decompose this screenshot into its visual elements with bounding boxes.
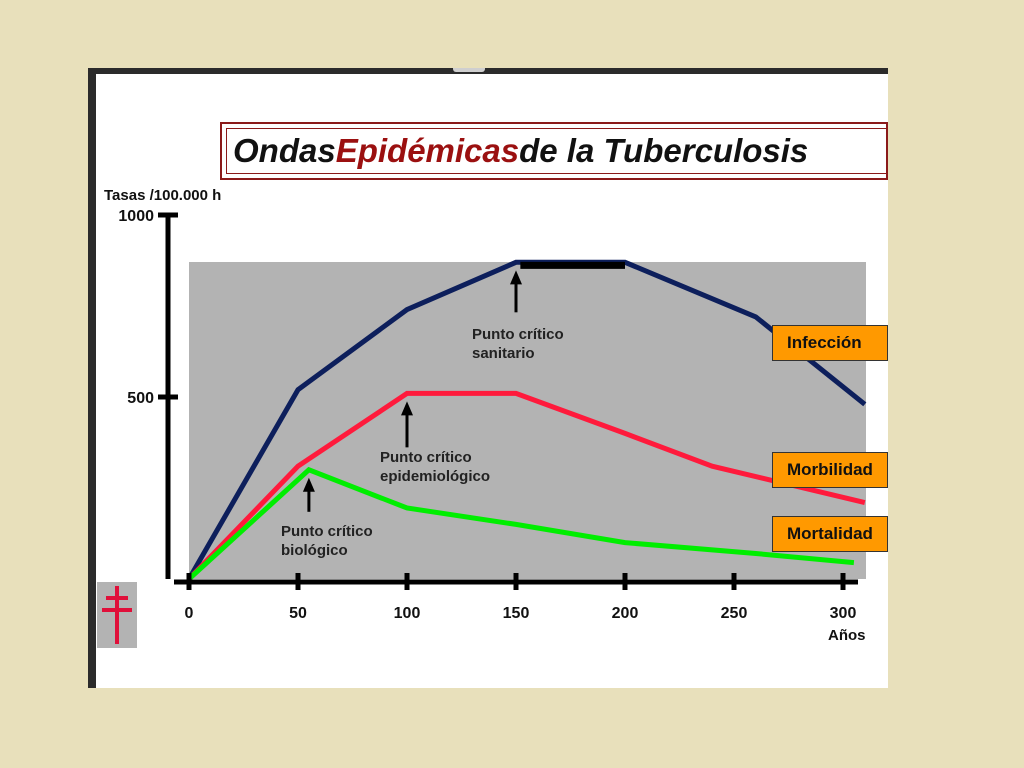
x-tick-label-300: 300 xyxy=(830,605,857,622)
legend-label-morbilidad: Morbilidad xyxy=(787,460,873,479)
title-part-1: Ondas xyxy=(233,132,336,169)
title-part-2: Epidémicas xyxy=(335,132,520,169)
x-tick-label-50: 50 xyxy=(289,605,307,622)
legend-morbilidad: Morbilidad xyxy=(772,452,888,488)
annotations-layer: Punto crítico sanitario Punto crítico epide… xyxy=(281,270,564,559)
y-axis-label: Tasas /100.000 h xyxy=(104,187,221,204)
legend-label-infeccion: Infección xyxy=(787,333,862,352)
lorraine-cross-icon xyxy=(97,582,137,648)
legend-label-mortalidad: Mortalidad xyxy=(787,524,873,543)
chart: 500 1000 0 50 100 150 200 250 300 Punto crítico s… xyxy=(104,187,867,644)
annotation-arrowhead-sanitario xyxy=(510,270,522,285)
series-line-1 xyxy=(187,390,866,581)
annotation-arrowhead-epidemiologico xyxy=(401,401,413,416)
slide-notch xyxy=(453,68,485,72)
title-part-3: de la Tuberculosis xyxy=(519,132,809,169)
annotation-arrowhead-biologico xyxy=(302,477,315,492)
x-tick-label-0: 0 xyxy=(185,605,194,622)
y-tick-label-500: 500 xyxy=(127,390,154,407)
annotation-text-epidemiologico-1: Punto crítico xyxy=(380,449,472,466)
slide-left-border xyxy=(88,68,96,688)
series-line-0 xyxy=(186,259,867,581)
axes-layer: 500 1000 0 50 100 150 200 250 300 xyxy=(118,208,858,622)
legend-mortalidad: Mortalidad xyxy=(772,516,888,552)
annotation-text-sanitario-1: Punto crítico xyxy=(472,326,564,343)
series-layer xyxy=(186,259,867,581)
annotation-text-epidemiologico-2: epidemiológico xyxy=(380,468,490,485)
slide: 500 1000 0 50 100 150 200 250 300 Punto crítico s… xyxy=(88,68,888,688)
chart-title-box: Ondas Epidémicas de la Tuberculosis xyxy=(220,122,888,180)
x-tick-label-200: 200 xyxy=(612,605,639,622)
x-tick-label-150: 150 xyxy=(503,605,530,622)
lorraine-cross-shape xyxy=(102,586,132,644)
x-tick-label-100: 100 xyxy=(394,605,421,622)
series-line-2 xyxy=(187,466,855,581)
annotation-text-biologico-1: Punto crítico xyxy=(281,523,373,540)
y-tick-label-1000: 1000 xyxy=(118,208,154,225)
annotation-text-sanitario-2: sanitario xyxy=(472,345,535,362)
chart-title: Ondas Epidémicas de la Tuberculosis xyxy=(226,128,886,174)
x-axis-label: Años xyxy=(828,627,866,644)
x-tick-label-250: 250 xyxy=(721,605,748,622)
annotation-text-biologico-2: biológico xyxy=(281,542,348,559)
legend-infeccion: Infección xyxy=(772,325,888,361)
slide-top-border xyxy=(88,68,888,74)
